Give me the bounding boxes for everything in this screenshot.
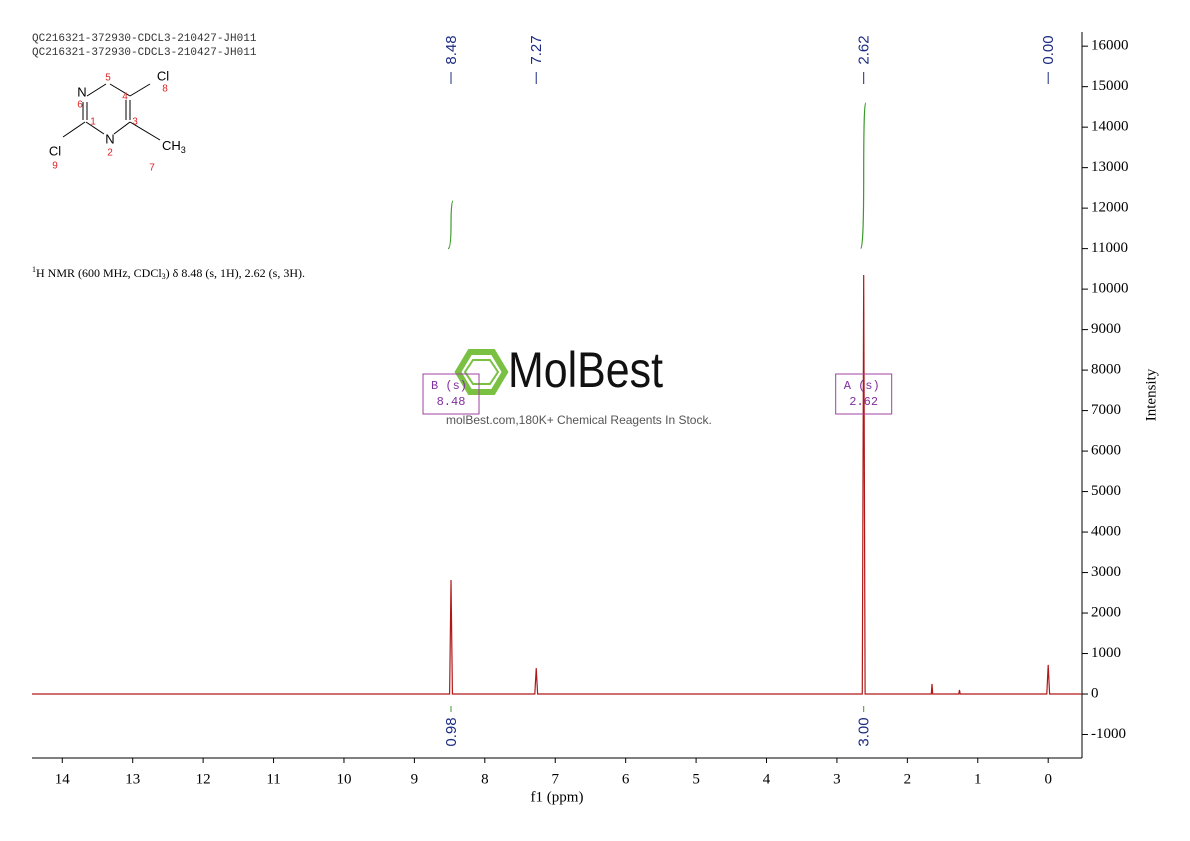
watermark-brand: MolBest <box>508 342 663 398</box>
subscript: 3 <box>162 272 166 281</box>
y-tick-label: 14000 <box>1091 119 1129 135</box>
integral-label: 3.00 <box>856 717 873 746</box>
x-tick-label: 9 <box>411 771 419 787</box>
multiplet-shift: 2.62 <box>849 395 878 409</box>
peak-label: 7.27 <box>528 35 545 64</box>
x-tick-label: 10 <box>336 771 351 787</box>
integral-curve <box>447 200 454 250</box>
peak-label: 0.00 <box>1040 35 1057 64</box>
multiplet-box <box>422 373 480 415</box>
atom-text: CH <box>162 138 181 153</box>
atom: N <box>77 84 86 99</box>
y-tick-label: 1000 <box>1091 645 1121 661</box>
header-line: QC216321-372930-CDCL3-210427-JH011 <box>32 33 257 45</box>
atom-number: 6 <box>77 100 83 111</box>
y-tick-label: 15000 <box>1091 78 1129 94</box>
integral-curve <box>860 102 867 250</box>
atom: Cl <box>157 68 169 83</box>
nmr-description: 1H NMR (600 MHz, CDCl3) δ 8.48 (s, 1H), … <box>32 265 305 281</box>
y-tick-label: 16000 <box>1091 38 1129 54</box>
superscript: 1 <box>32 265 36 274</box>
x-tick-label: 11 <box>266 771 280 787</box>
atom-number: 7 <box>149 163 155 174</box>
y-tick-label: 12000 <box>1091 200 1129 216</box>
x-tick-label: 1 <box>974 771 982 787</box>
atom-number: 5 <box>105 73 111 84</box>
y-tick-label: -1000 <box>1091 726 1126 742</box>
header-line: QC216321-372930-CDCL3-210427-JH011 <box>32 47 257 59</box>
atom-number: 9 <box>52 161 58 172</box>
x-axis-label: f1 (ppm) <box>531 789 584 805</box>
multiplet-name: A (s) <box>844 379 880 393</box>
x-tick-label: 3 <box>833 771 841 787</box>
y-tick-label: 6000 <box>1091 443 1121 459</box>
y-tick-label: 8000 <box>1091 362 1121 378</box>
x-tick-label: 8 <box>481 771 489 787</box>
atom-number: 2 <box>107 148 113 159</box>
y-tick-label: 0 <box>1091 685 1099 701</box>
text: H NMR (600 MHz, CDCl <box>36 266 162 280</box>
x-tick-label: 6 <box>622 771 630 787</box>
text: ) δ 8.48 (s, 1H), 2.62 (s, 3H). <box>166 266 305 280</box>
x-tick-label: 14 <box>55 771 71 787</box>
integral-label: 0.98 <box>443 717 460 746</box>
y-tick-label: 13000 <box>1091 159 1129 175</box>
multiplet-name: B (s) <box>431 379 467 393</box>
x-tick-label: 7 <box>551 771 559 787</box>
atom: Cl <box>49 143 61 158</box>
y-tick-label: 9000 <box>1091 321 1121 337</box>
multiplet-shift: 8.48 <box>437 395 466 409</box>
y-tick-label: 11000 <box>1091 240 1128 256</box>
multiplet-box <box>835 373 893 415</box>
atom-number: 8 <box>162 84 168 95</box>
atom: CH3 <box>162 138 186 155</box>
y-tick-label: 4000 <box>1091 523 1121 539</box>
y-tick-label: 2000 <box>1091 604 1121 620</box>
x-tick-label: 13 <box>125 771 140 787</box>
peak-label: 2.62 <box>856 35 873 64</box>
y-tick-label: 10000 <box>1091 281 1129 297</box>
atom-number: 1 <box>90 117 96 128</box>
peak-label: 8.48 <box>443 35 460 64</box>
x-tick-label: 4 <box>763 771 771 787</box>
atom-number: 4 <box>122 92 128 103</box>
spectrum <box>32 274 1082 695</box>
x-tick-label: 5 <box>692 771 700 787</box>
x-tick-label: 12 <box>196 771 211 787</box>
y-tick-label: 7000 <box>1091 402 1121 418</box>
watermark-tagline: molBest.com,180K+ Chemical Reagents In S… <box>446 413 712 427</box>
x-tick-label: 0 <box>1044 771 1052 787</box>
atom-number: 3 <box>132 117 138 128</box>
atom-subscript: 3 <box>181 145 186 155</box>
y-tick-label: 3000 <box>1091 564 1121 580</box>
atom: N <box>105 131 114 146</box>
y-axis-label: Intensity <box>1143 368 1159 421</box>
molecule <box>62 83 161 141</box>
x-tick-label: 2 <box>904 771 912 787</box>
y-tick-label: 5000 <box>1091 483 1121 499</box>
logo <box>454 349 509 395</box>
